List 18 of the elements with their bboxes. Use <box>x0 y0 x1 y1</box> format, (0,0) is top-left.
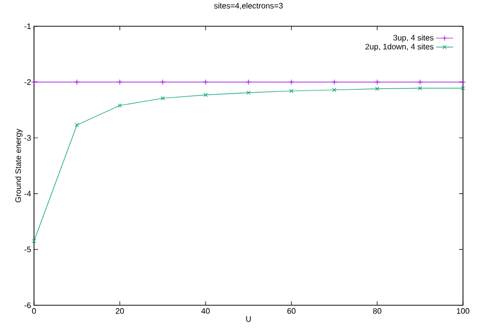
point <box>289 88 294 93</box>
point <box>332 88 336 92</box>
point <box>74 122 79 127</box>
point <box>246 79 252 85</box>
point <box>288 79 294 85</box>
point <box>160 96 165 100</box>
point <box>204 92 208 97</box>
point <box>160 79 166 85</box>
point <box>117 79 123 85</box>
point <box>332 79 338 85</box>
point <box>418 86 422 90</box>
point <box>417 79 423 85</box>
point <box>246 90 251 95</box>
point <box>375 86 380 91</box>
point <box>374 79 380 85</box>
point <box>118 103 122 108</box>
point <box>74 79 80 85</box>
point <box>202 79 208 85</box>
